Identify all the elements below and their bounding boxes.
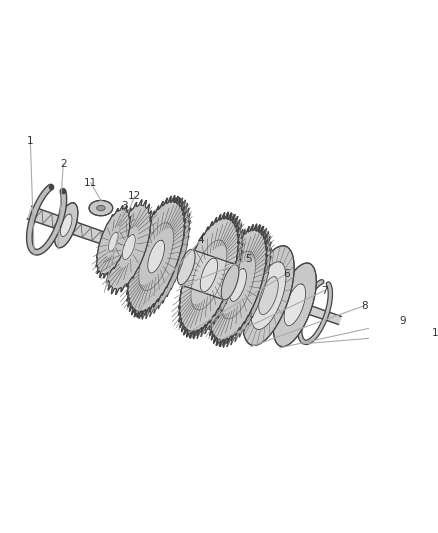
Polygon shape bbox=[122, 235, 135, 260]
Polygon shape bbox=[200, 258, 218, 292]
Text: 3: 3 bbox=[121, 201, 128, 211]
Text: 5: 5 bbox=[245, 254, 252, 264]
Text: 9: 9 bbox=[400, 316, 406, 326]
Polygon shape bbox=[178, 212, 240, 338]
Text: 10: 10 bbox=[432, 328, 438, 338]
Text: 12: 12 bbox=[128, 191, 141, 201]
Polygon shape bbox=[106, 200, 152, 294]
Polygon shape bbox=[180, 249, 239, 300]
Polygon shape bbox=[109, 232, 118, 252]
Polygon shape bbox=[121, 213, 128, 217]
Polygon shape bbox=[60, 214, 72, 237]
Polygon shape bbox=[212, 225, 272, 348]
Text: 11: 11 bbox=[84, 178, 97, 188]
Text: 7: 7 bbox=[321, 286, 328, 295]
Polygon shape bbox=[148, 240, 165, 273]
Polygon shape bbox=[117, 210, 132, 220]
Polygon shape bbox=[251, 262, 286, 329]
Polygon shape bbox=[177, 249, 195, 285]
Text: 6: 6 bbox=[283, 269, 290, 279]
Text: 1: 1 bbox=[27, 136, 34, 146]
Polygon shape bbox=[127, 196, 186, 318]
Polygon shape bbox=[221, 264, 239, 300]
Text: 2: 2 bbox=[60, 159, 67, 169]
Polygon shape bbox=[97, 205, 105, 211]
Polygon shape bbox=[284, 284, 306, 326]
Polygon shape bbox=[89, 200, 113, 216]
Polygon shape bbox=[230, 269, 247, 302]
Text: 4: 4 bbox=[198, 235, 204, 245]
Text: 8: 8 bbox=[361, 301, 367, 311]
Polygon shape bbox=[182, 213, 243, 339]
Polygon shape bbox=[259, 277, 278, 314]
Polygon shape bbox=[273, 263, 316, 346]
Polygon shape bbox=[243, 246, 294, 345]
Polygon shape bbox=[54, 203, 78, 248]
Polygon shape bbox=[131, 197, 191, 319]
Polygon shape bbox=[96, 205, 131, 278]
Polygon shape bbox=[208, 224, 268, 346]
Polygon shape bbox=[27, 206, 341, 325]
